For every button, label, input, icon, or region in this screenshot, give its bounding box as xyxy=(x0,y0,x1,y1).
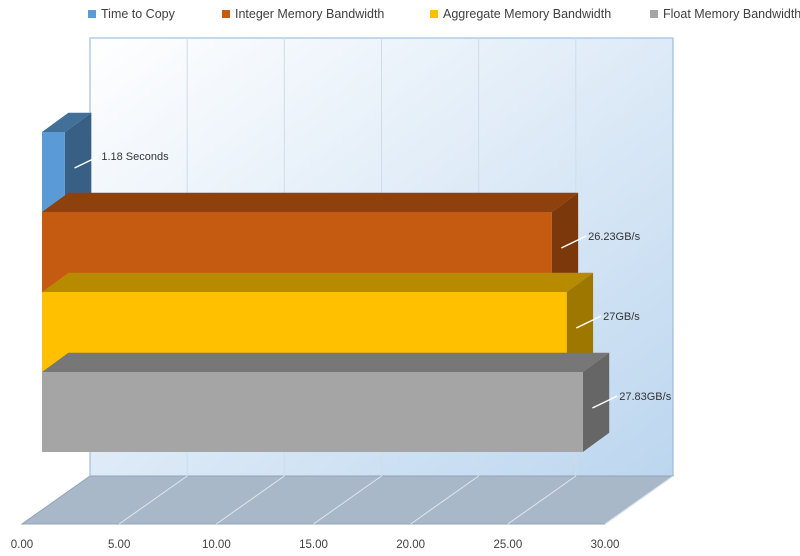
legend-item: Time to Copy xyxy=(88,7,175,21)
legend-swatch xyxy=(430,10,438,18)
bar-top-face xyxy=(42,352,610,372)
bar-top-face xyxy=(42,112,92,132)
floor-gridline xyxy=(313,475,382,525)
x-tick-label: 30.00 xyxy=(591,539,620,551)
leader-line xyxy=(575,315,602,329)
data-label: 26.23GB/s xyxy=(588,231,640,243)
leader-line xyxy=(74,155,100,169)
x-tick-label: 25.00 xyxy=(493,539,522,551)
bar-front-face xyxy=(42,372,583,452)
bar-side-face xyxy=(582,352,610,452)
x-tick-label: 5.00 xyxy=(108,539,130,551)
floor-gridline xyxy=(118,475,188,525)
data-label: 27.83GB/s xyxy=(619,391,671,403)
legend-label: Aggregate Memory Bandwidth xyxy=(443,7,612,21)
legend-label: Time to Copy xyxy=(101,7,175,21)
legend-label: Integer Memory Bandwidth xyxy=(235,7,385,21)
legend-item: Aggregate Memory Bandwidth xyxy=(430,7,611,21)
leader-line xyxy=(592,395,618,409)
x-tick-label: 10.00 xyxy=(202,539,231,551)
legend-label: Float Memory Bandwidth xyxy=(663,7,800,21)
legend-swatch xyxy=(88,10,96,18)
bar-side-face xyxy=(551,192,579,292)
legend-item: Float Memory Bandwidth xyxy=(650,7,800,21)
x-tick-label: 20.00 xyxy=(396,539,425,551)
floor-gridline xyxy=(410,475,479,525)
bar-side-face xyxy=(64,112,92,212)
floor-gridline xyxy=(216,475,285,525)
legend-swatch xyxy=(650,10,658,18)
data-label: 1.18 Seconds xyxy=(101,151,169,163)
data-label: 27GB/s xyxy=(603,311,640,323)
floor-gridline xyxy=(604,475,674,525)
bar-time-to-copy: 1.18 Seconds xyxy=(42,112,169,212)
x-tick-label: 0.00 xyxy=(11,539,33,551)
bar-float-memory-bandwidth: 27.83GB/s xyxy=(42,352,672,452)
chart-legend: Time to Copy Integer Memory Bandwidth Aggr… xyxy=(0,7,800,25)
legend-swatch xyxy=(222,10,230,18)
bar-side-face xyxy=(566,272,594,372)
legend-item: Integer Memory Bandwidth xyxy=(222,7,384,21)
bar-top-face xyxy=(42,192,579,212)
leader-line xyxy=(561,235,587,249)
bar-top-face xyxy=(42,272,594,292)
bar-front-face xyxy=(42,132,65,212)
x-tick-label: 15.00 xyxy=(299,539,328,551)
floor-gridline xyxy=(507,475,577,525)
